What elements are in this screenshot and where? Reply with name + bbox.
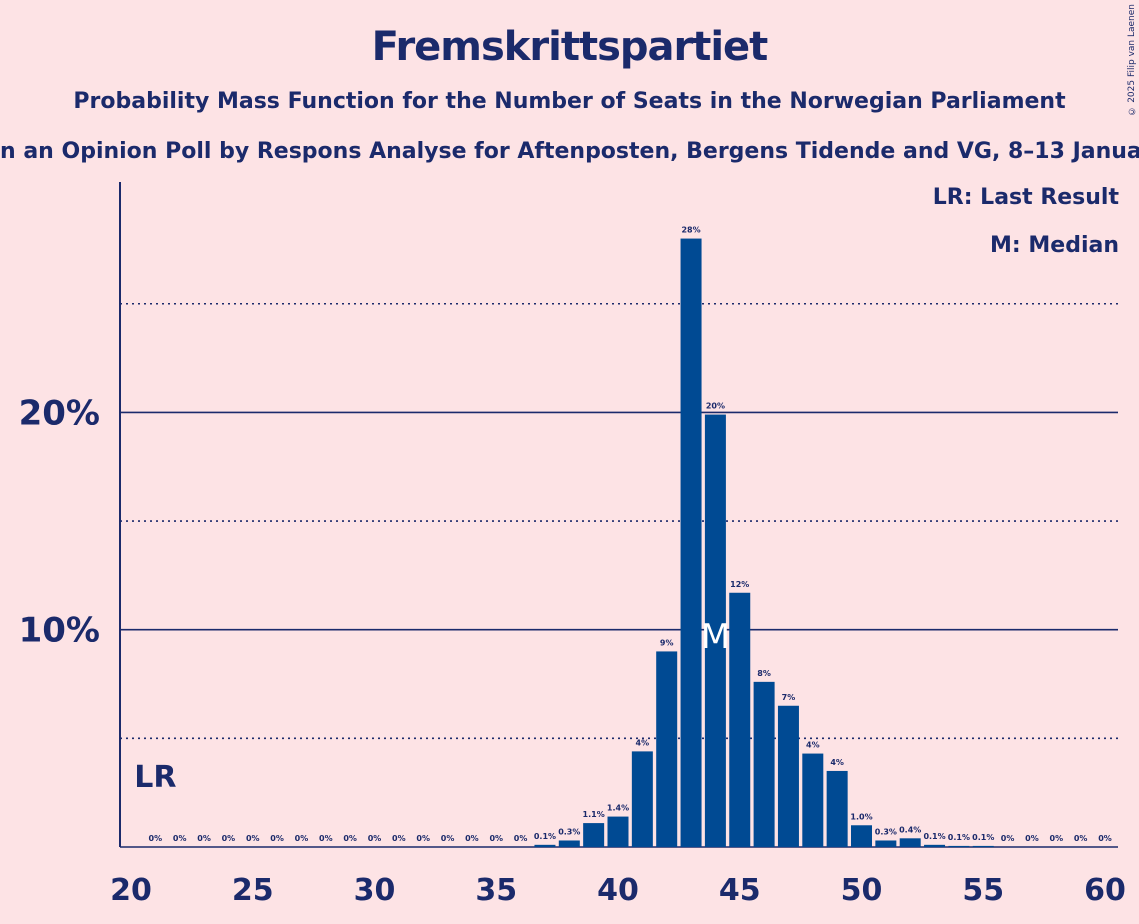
- data-label: 0%: [368, 834, 382, 843]
- data-label: 1.1%: [583, 810, 605, 819]
- data-label: 4%: [830, 758, 844, 767]
- x-tick-label: 30: [354, 873, 396, 908]
- data-label: 8%: [757, 669, 771, 678]
- y-tick-label: 10%: [19, 611, 100, 651]
- data-label: 0%: [319, 834, 333, 843]
- data-label: 0%: [343, 834, 357, 843]
- data-label: 0%: [295, 834, 309, 843]
- data-label: 0%: [514, 834, 528, 843]
- data-label: 0%: [441, 834, 455, 843]
- data-label: 0%: [1050, 834, 1064, 843]
- data-label: 9%: [660, 638, 674, 647]
- last-result-marker: LR: [134, 760, 176, 795]
- data-label: 0.1%: [923, 832, 945, 841]
- bar: [631, 751, 653, 847]
- bar: [729, 592, 751, 847]
- data-label: 0%: [222, 834, 236, 843]
- data-label: 0%: [1098, 834, 1112, 843]
- data-label: 1.4%: [607, 804, 629, 813]
- bar: [607, 816, 629, 847]
- data-label: 0%: [489, 834, 503, 843]
- bar: [583, 823, 605, 847]
- data-label: 0%: [197, 834, 211, 843]
- x-tick-label: 40: [597, 873, 639, 908]
- x-tick-label: 45: [719, 873, 761, 908]
- data-label: 0%: [392, 834, 406, 843]
- chart-source-line: n an Opinion Poll by Respons Analyse for…: [0, 139, 1139, 164]
- data-label: 0%: [1074, 834, 1088, 843]
- bar: [534, 844, 556, 847]
- bar: [777, 705, 799, 847]
- chart-subtitle: Probability Mass Function for the Number…: [73, 89, 1066, 114]
- data-label: 28%: [681, 226, 700, 235]
- data-label: 20%: [706, 402, 725, 411]
- data-label: 0.4%: [899, 825, 921, 834]
- data-label: 0%: [246, 834, 260, 843]
- data-label: 0%: [1001, 834, 1015, 843]
- bar: [924, 844, 946, 847]
- bar: [704, 414, 726, 847]
- data-label: 0%: [416, 834, 430, 843]
- x-tick-label: 50: [841, 873, 883, 908]
- bar: [656, 651, 678, 847]
- bar: [753, 681, 775, 847]
- bar: [826, 770, 848, 847]
- bar: [802, 753, 824, 847]
- data-label: 1.0%: [850, 812, 872, 821]
- bar: [875, 840, 897, 847]
- data-label: 0%: [1025, 834, 1039, 843]
- data-label: 0.1%: [534, 832, 556, 841]
- bar: [899, 838, 921, 847]
- x-tick-label: 35: [475, 873, 517, 908]
- x-tick-label: 25: [232, 873, 274, 908]
- x-tick-label: 55: [962, 873, 1004, 908]
- x-tick-label: 60: [1084, 873, 1126, 908]
- data-label: 4%: [806, 741, 820, 750]
- data-label: 0.3%: [875, 827, 897, 836]
- data-label: 0.1%: [972, 833, 994, 842]
- x-tick-label: 20: [110, 873, 152, 908]
- data-label: 0%: [173, 834, 187, 843]
- data-label: 0%: [465, 834, 479, 843]
- bar: [558, 840, 580, 847]
- chart-title: Fremskrittspartiet: [371, 24, 769, 70]
- data-label: 0.1%: [948, 833, 970, 842]
- data-label: 7%: [782, 693, 796, 702]
- data-label: 0.3%: [558, 827, 580, 836]
- legend-median: M: Median: [990, 233, 1119, 258]
- data-label: 12%: [730, 580, 749, 589]
- data-label: 0%: [149, 834, 163, 843]
- data-label: 4%: [636, 738, 650, 747]
- bar: [851, 825, 872, 847]
- bar: [948, 845, 970, 847]
- bar: [680, 238, 702, 847]
- legend-last-result: LR: Last Result: [932, 185, 1119, 210]
- bar: [972, 845, 994, 847]
- median-marker: M: [701, 617, 730, 657]
- y-tick-label: 20%: [19, 393, 100, 433]
- data-label: 0%: [270, 834, 284, 843]
